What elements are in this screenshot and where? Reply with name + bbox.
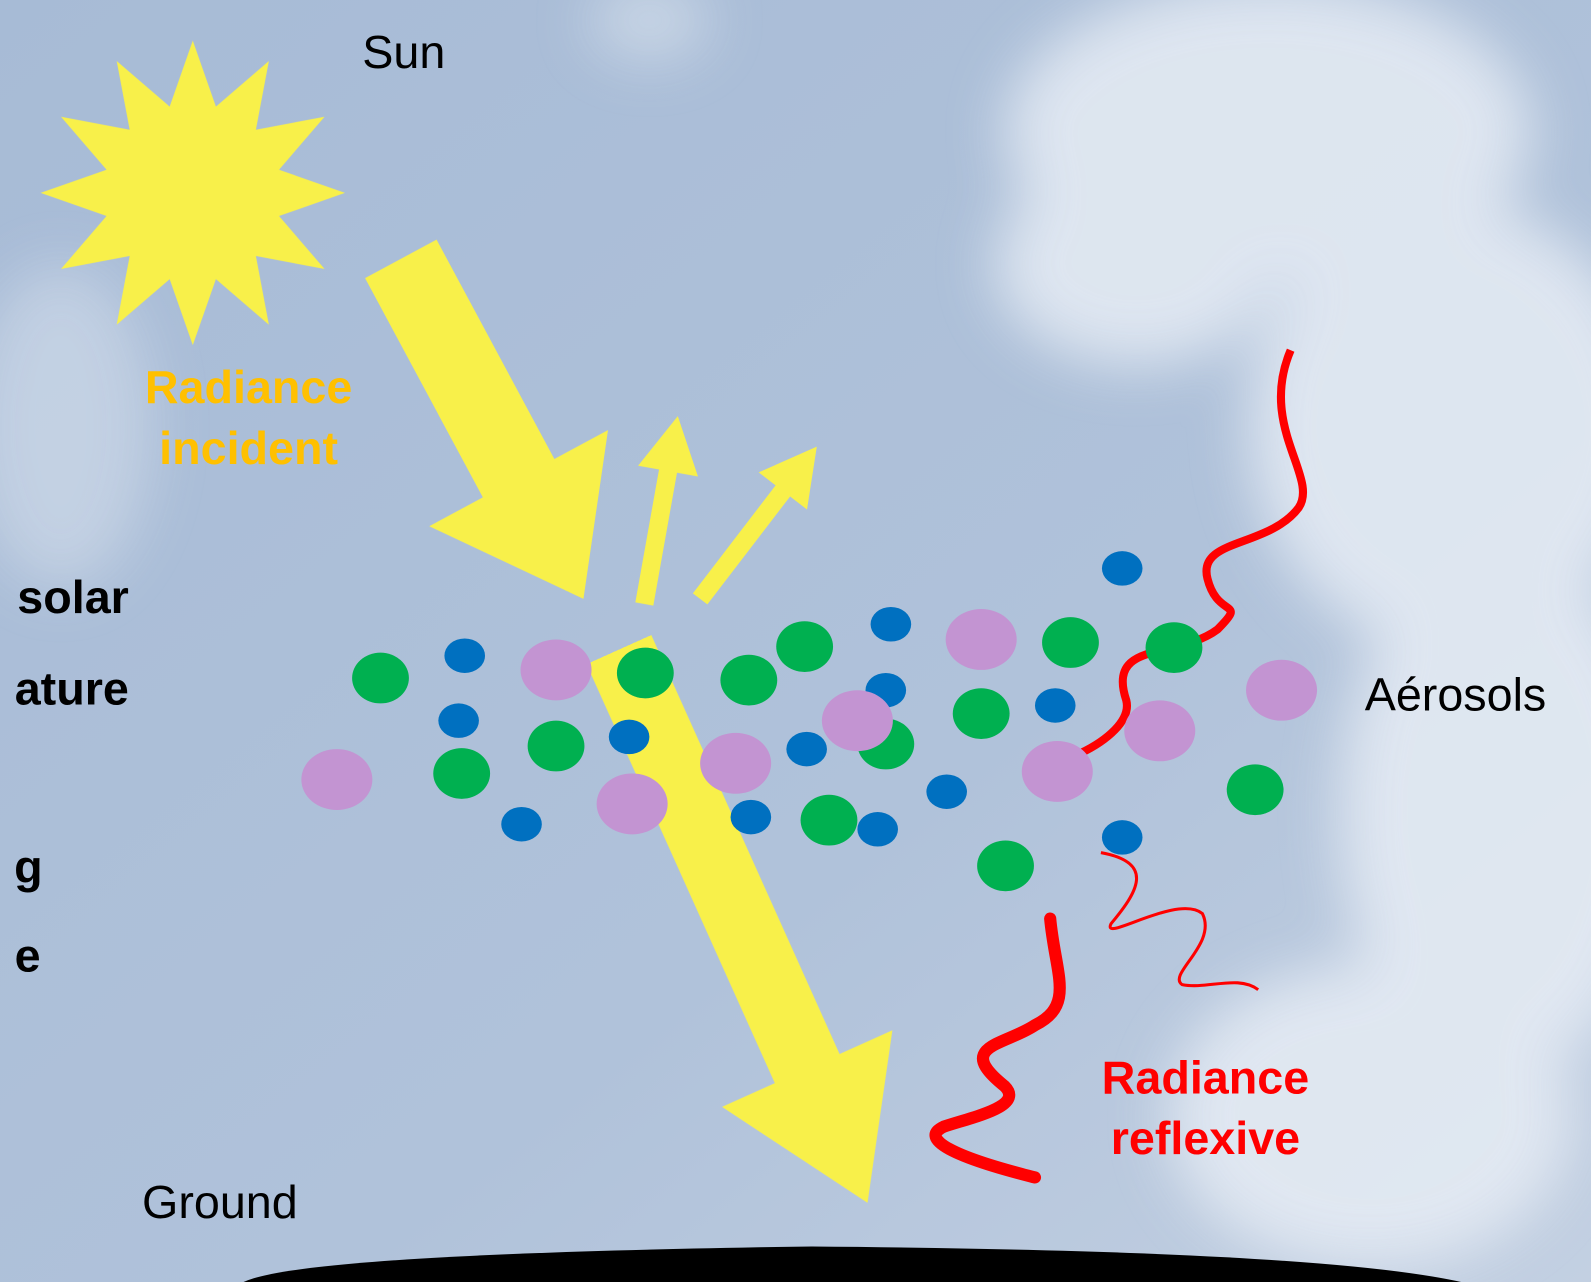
particle — [501, 806, 542, 842]
reflected-wave-thick — [929, 912, 1066, 1184]
particle — [977, 840, 1034, 892]
reflected-wave — [1078, 348, 1308, 757]
cropped-text: g — [14, 841, 43, 893]
particle — [926, 774, 967, 809]
particle — [596, 773, 668, 835]
ground-label: Ground — [142, 1176, 298, 1228]
particle — [1246, 659, 1318, 721]
particle — [1101, 551, 1143, 586]
particle — [520, 639, 592, 701]
particle — [776, 621, 834, 672]
arrow — [365, 239, 608, 599]
cropped-text: e — [15, 930, 41, 982]
particle — [616, 647, 674, 699]
particle — [433, 748, 491, 799]
particle — [527, 720, 585, 772]
particle — [1124, 700, 1196, 762]
particle — [730, 799, 772, 835]
sun-label: Sun — [362, 26, 445, 78]
particle — [870, 606, 912, 642]
particle — [1034, 688, 1076, 723]
particle — [821, 690, 893, 752]
reflexive-label: Radiance — [1102, 1051, 1309, 1103]
arrow — [586, 635, 893, 1203]
particle — [857, 812, 898, 847]
particle — [1042, 617, 1099, 668]
ground — [243, 1246, 1462, 1282]
particle — [301, 749, 373, 811]
particle — [720, 654, 778, 706]
aerosols-label: Aérosols — [1365, 669, 1547, 721]
arrows — [365, 239, 893, 1203]
arrow — [692, 446, 817, 605]
particle — [952, 688, 1010, 739]
particle — [945, 609, 1017, 670]
particle — [608, 719, 650, 755]
particle — [444, 638, 486, 673]
particle — [786, 731, 827, 767]
particle — [1101, 820, 1143, 855]
particle — [1145, 622, 1203, 673]
arrow — [635, 416, 698, 606]
particle — [1021, 740, 1093, 802]
particle — [352, 652, 409, 704]
incident-label: incident — [159, 422, 338, 474]
aerosol-particles — [301, 551, 1318, 892]
sun — [40, 40, 345, 346]
reflexive-label: reflexive — [1111, 1112, 1300, 1164]
particle — [1226, 764, 1284, 816]
incident-label: Radiance — [145, 361, 352, 413]
cropped-text: ature — [15, 663, 129, 715]
particle — [700, 732, 772, 794]
particle — [800, 794, 858, 846]
particle — [438, 703, 479, 738]
reflected-wave-thin — [1100, 851, 1260, 991]
cropped-text: solar — [17, 571, 129, 623]
